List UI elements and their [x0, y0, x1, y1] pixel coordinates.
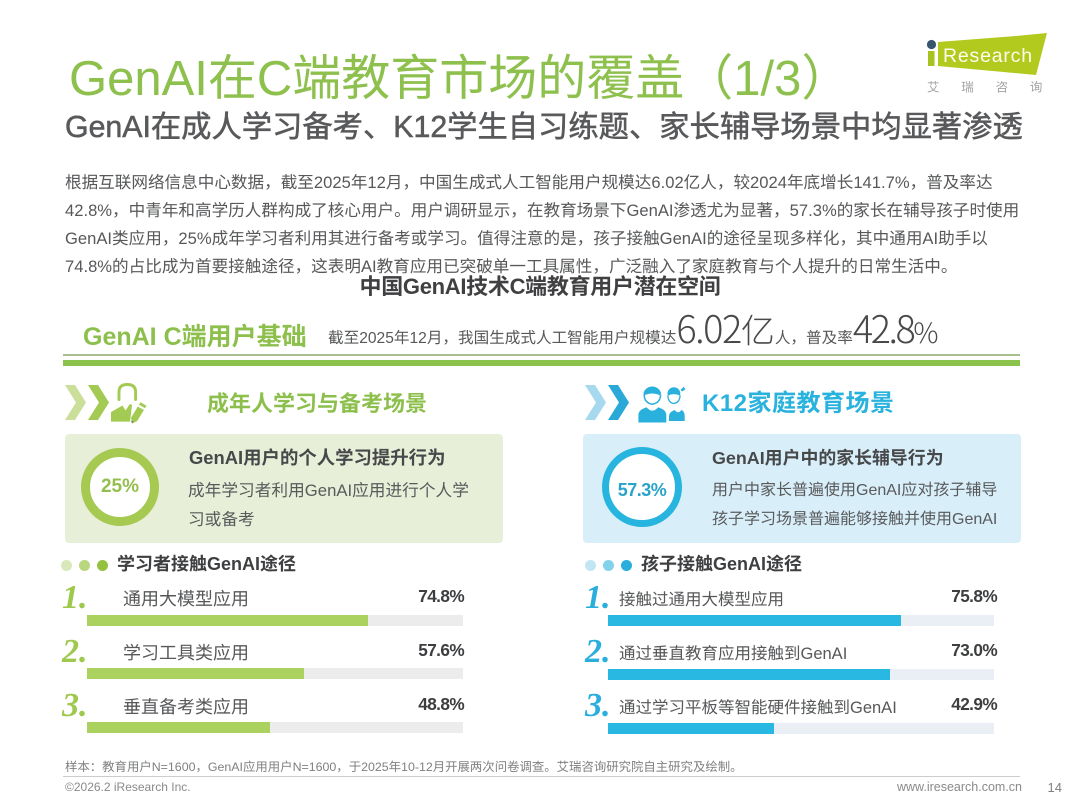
svg-text:艾瑞咨询: 艾瑞咨询 — [927, 77, 1060, 96]
svg-text:Research: Research — [943, 45, 1033, 67]
